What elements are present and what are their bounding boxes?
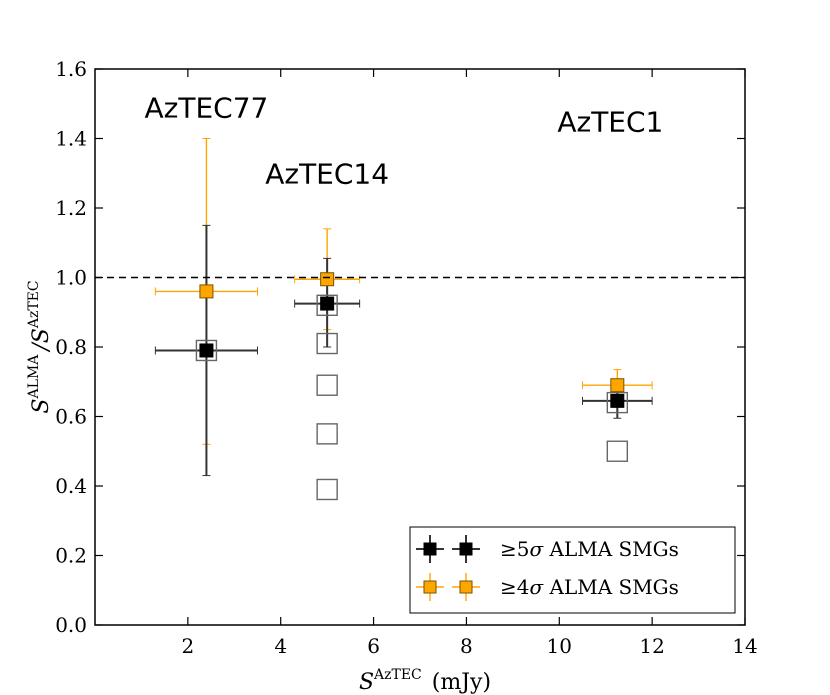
legend-marker [459,542,473,556]
x-tick-label: 4 [274,634,287,658]
y-axis-label-den-main: /S [29,328,54,352]
open-marker [316,478,338,501]
open-marker [316,332,338,355]
error-bars [154,138,653,477]
open-marker [316,294,338,316]
legend-box [409,526,736,614]
x-tick-label: 12 [639,634,664,658]
y-tick-label: 0.8 [55,335,87,359]
y-tick-label: 1.4 [55,127,87,151]
open-marker [606,391,629,414]
open-markers [195,294,629,501]
x-tick-label: 8 [460,634,473,658]
open-marker [195,339,218,362]
x-axis-label-main: S [359,670,374,695]
legend-label: ≥4σ ALMA SMGs [500,575,679,599]
y-tick-label: 0.4 [55,474,87,498]
annotation-label: AzTEC14 [265,158,389,191]
legend-marker [423,580,437,594]
y-tick-label: 1.2 [55,196,87,220]
y-axis-label-num-main: S [29,399,54,414]
annotation-label: AzTEC1 [557,106,663,139]
open-marker [606,440,629,462]
legend: ≥5σ ALMA SMGs ≥4σ ALMA SMGs [409,526,736,614]
marker-4sigma [610,378,625,393]
x-axis-label-unit: (mJy) [432,670,491,695]
filled-markers [199,272,625,408]
legend-marker [423,542,437,556]
annotation-label: AzTEC77 [145,92,269,125]
open-marker [316,423,338,445]
x-tick-label: 10 [547,634,572,658]
marker-4sigma [320,272,335,287]
y-axis-label-num-sup: ALMA [26,354,42,400]
x-axis-label-sup: AzTEC [373,667,422,683]
y-tick-label: 0.0 [55,613,87,637]
annotations: AzTEC77 AzTEC14 AzTEC1 [145,92,664,191]
x-axis-ticks: 2 4 6 8 10 12 14 [181,69,758,658]
y-tick-label: 0.6 [55,405,87,429]
y-axis-label-den-sup: AzTEC [26,280,42,329]
marker-5sigma [610,393,625,408]
x-tick-label: 6 [367,634,380,658]
legend-label: ≥5σ ALMA SMGs [500,537,679,561]
x-tick-label: 2 [181,634,194,658]
x-tick-label: 14 [732,634,757,658]
marker-4sigma [199,284,214,299]
marker-5sigma [199,343,214,358]
y-tick-label: 1.6 [55,57,87,81]
open-marker [316,374,338,396]
y-tick-label: 0.2 [55,544,87,568]
marker-5sigma [320,296,335,311]
x-axis-label: SAzTEC (mJy) [359,667,491,695]
y-axis-label: SALMA/SAzTEC [26,280,54,413]
y-axis-ticks: 0.0 0.2 0.4 0.6 0.8 1.0 1.2 1.4 1.6 [55,57,745,637]
y-tick-label: 1.0 [55,266,87,290]
legend-marker [459,580,473,594]
